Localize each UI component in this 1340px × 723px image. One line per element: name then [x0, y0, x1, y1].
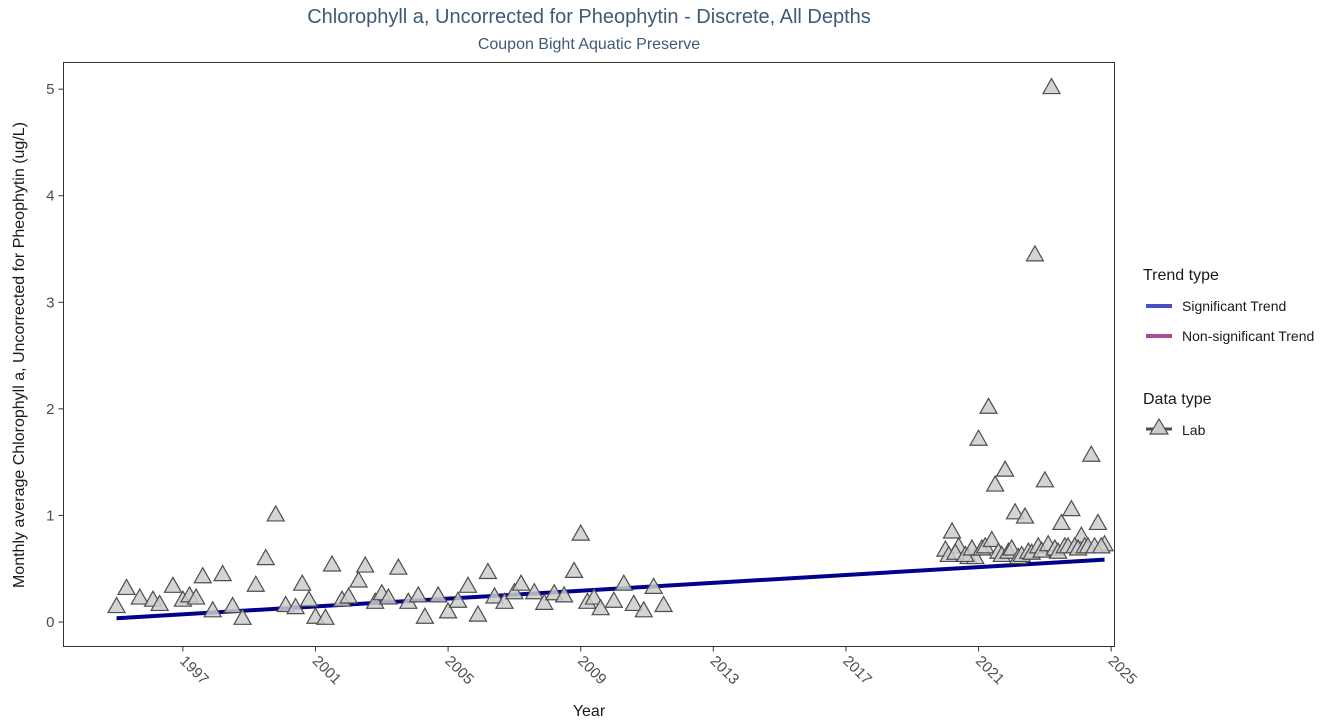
data-point	[186, 587, 206, 605]
data-point	[116, 578, 137, 596]
data-point	[504, 582, 524, 600]
data-point	[193, 566, 213, 584]
data-point	[266, 504, 286, 522]
data-point	[614, 573, 634, 591]
legend-label-lab: Lab	[1182, 422, 1206, 438]
data-point	[246, 575, 266, 592]
data-point	[223, 596, 243, 614]
data-point	[1025, 244, 1045, 262]
legend-label-non-significant-trend: Non-significant Trend	[1182, 328, 1314, 344]
data-point	[315, 608, 335, 625]
data-point	[378, 587, 398, 605]
data-point	[355, 555, 375, 573]
chart-title: Chlorophyll a, Uncorrected for Pheophyti…	[307, 6, 871, 28]
data-point	[150, 594, 170, 612]
y-tick-label: 0	[46, 614, 54, 631]
data-point	[1005, 502, 1025, 520]
data-point	[584, 587, 604, 605]
data-point	[1091, 536, 1111, 554]
data-point	[339, 586, 359, 604]
data-point	[349, 570, 369, 588]
x-tick-label: 2005	[441, 653, 477, 689]
data-point	[982, 530, 1002, 548]
data-point	[1041, 77, 1062, 95]
data-point	[978, 397, 999, 414]
plot-panel	[63, 62, 1115, 647]
data-point	[458, 576, 478, 593]
y-tick-label: 3	[46, 294, 54, 311]
chart-subtitle: Coupon Bight Aquatic Preserve	[478, 36, 700, 53]
legend: Trend type Significant Trend Non-signifi…	[1143, 267, 1314, 438]
x-tick-label: 2013	[707, 653, 743, 689]
data-point	[1061, 499, 1081, 517]
y-tick-label: 2	[46, 401, 54, 418]
data-point	[1002, 538, 1022, 556]
data-point	[233, 608, 253, 625]
x-tick-label: 2017	[839, 653, 875, 689]
x-tick-label: 2009	[574, 653, 610, 689]
data-point	[969, 429, 989, 446]
legend-title-data-type: Data type	[1143, 391, 1212, 408]
legend-title-trend-type: Trend type	[1143, 267, 1219, 284]
data-point	[571, 523, 591, 541]
x-axis: 1997 2001 2005 2009 2013 2017 2021 2025	[176, 646, 1141, 689]
data-point	[1081, 445, 1101, 462]
data-point	[203, 600, 223, 618]
data-point	[564, 561, 584, 579]
y-tick-label: 4	[46, 188, 54, 205]
data-point	[163, 576, 183, 593]
x-tick-label: 2001	[309, 653, 345, 689]
y-tick-label: 1	[46, 507, 54, 524]
data-point	[624, 594, 644, 612]
data-point	[524, 582, 544, 600]
data-point	[604, 591, 624, 608]
legend-label-significant-trend: Significant Trend	[1182, 298, 1286, 314]
y-axis: 0 1 2 3 4 5	[46, 81, 64, 631]
data-point	[1035, 470, 1055, 488]
x-tick-label: 1997	[176, 653, 212, 689]
data-point	[1051, 513, 1071, 531]
data-point	[1015, 506, 1035, 524]
data-point	[494, 592, 514, 609]
data-point	[415, 607, 435, 624]
data-point	[478, 562, 498, 580]
y-axis-title: Monthly average Chlorophyll a, Uncorrect…	[11, 122, 28, 588]
data-point	[511, 573, 531, 591]
data-point	[995, 459, 1015, 477]
data-point	[130, 587, 150, 605]
data-point	[644, 577, 664, 594]
data-point	[1088, 513, 1108, 531]
data-point	[322, 554, 342, 572]
data-point	[654, 595, 674, 613]
data-point	[448, 591, 468, 608]
data-point	[484, 586, 505, 604]
y-tick-label: 5	[46, 81, 54, 98]
data-point	[213, 564, 233, 582]
data-point	[388, 557, 408, 575]
data-point	[468, 604, 488, 622]
data-point	[534, 593, 554, 610]
data-point	[634, 600, 654, 618]
data-point	[438, 601, 458, 619]
x-axis-title: Year	[573, 703, 606, 720]
data-point	[985, 474, 1005, 492]
x-tick-label: 2021	[972, 653, 1008, 689]
data-point	[408, 585, 428, 603]
data-point	[299, 589, 319, 607]
data-point	[942, 521, 962, 539]
x-tick-label: 2025	[1105, 653, 1141, 689]
data-point	[554, 585, 574, 603]
data-point	[428, 585, 448, 603]
data-point	[292, 573, 312, 591]
triangle-icon	[1148, 417, 1170, 435]
data-point	[107, 596, 127, 614]
data-point	[256, 548, 276, 566]
points-layer	[107, 77, 1115, 625]
